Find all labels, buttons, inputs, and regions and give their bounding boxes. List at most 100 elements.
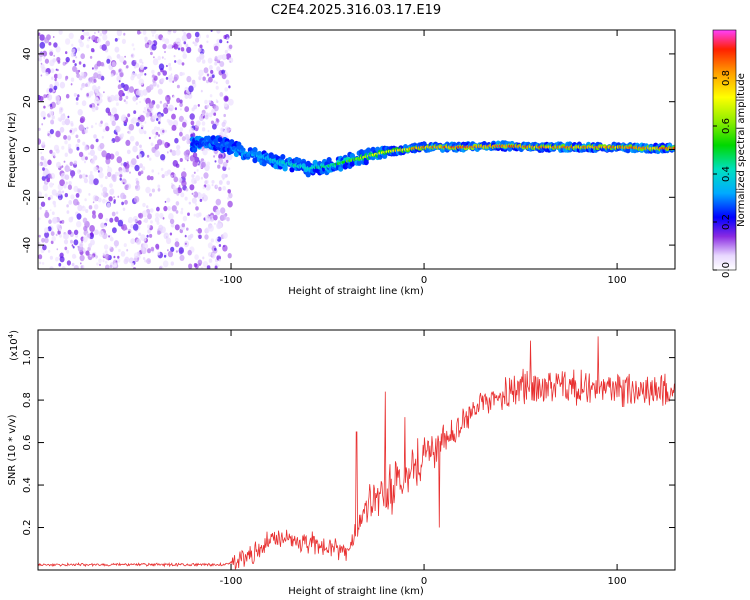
noise-blob	[69, 129, 73, 133]
noise-blob	[227, 189, 231, 194]
noise-blob	[195, 175, 201, 182]
noise-blob	[44, 58, 50, 64]
noise-blob	[44, 231, 50, 238]
noise-blob	[98, 258, 102, 264]
noise-blob	[138, 127, 145, 135]
noise-blob	[42, 244, 47, 251]
noise-blob	[186, 46, 192, 54]
noise-blob	[92, 39, 95, 43]
noise-blob	[67, 184, 72, 190]
noise-blob	[49, 209, 52, 212]
noise-blob	[197, 259, 203, 266]
noise-blob	[179, 131, 183, 137]
noise-blob	[55, 256, 59, 262]
snr-x-ticks: -100 0 100	[220, 330, 627, 587]
noise-blob	[98, 230, 104, 237]
noise-blob	[125, 101, 128, 105]
noise-blob	[92, 213, 97, 219]
noise-blob	[105, 254, 108, 258]
noise-blob	[144, 73, 147, 76]
noise-blob	[173, 173, 177, 177]
noise-blob	[80, 35, 85, 40]
noise-blob	[100, 222, 105, 229]
noise-blob	[170, 174, 173, 178]
noise-blob	[125, 139, 131, 146]
colorbar-tick-label: 0.6	[721, 118, 732, 134]
ridge-halo	[625, 147, 631, 154]
noise-blob	[164, 58, 166, 60]
noise-blob	[129, 135, 135, 142]
noise-blob	[187, 93, 193, 99]
noise-blob	[221, 214, 227, 221]
noise-blob	[38, 57, 42, 62]
noise-blob	[162, 260, 169, 268]
noise-blob	[121, 201, 124, 206]
noise-blob	[38, 191, 42, 198]
ridge-halo	[326, 157, 332, 163]
noise-blob	[123, 32, 126, 36]
noise-blob	[119, 174, 123, 178]
noise-blob	[114, 94, 120, 102]
noise-blob	[75, 97, 79, 101]
noise-blob	[81, 83, 85, 89]
noise-blob	[78, 124, 85, 131]
noise-blob	[223, 102, 228, 108]
noise-blob	[218, 180, 223, 185]
noise-blob	[67, 115, 70, 119]
noise-blob	[68, 216, 74, 223]
noise-blob	[115, 211, 119, 215]
noise-blob	[83, 225, 88, 232]
noise-blob	[206, 34, 210, 39]
noise-blob	[187, 234, 192, 241]
noise-blob	[44, 227, 49, 234]
noise-blob	[44, 237, 49, 244]
y-tick-label: 0.6	[22, 435, 33, 451]
noise-blob	[55, 233, 58, 237]
noise-blob	[145, 66, 148, 69]
noise-blob	[131, 43, 135, 47]
noise-blob	[96, 37, 101, 43]
noise-blob	[102, 198, 106, 204]
noise-blob	[151, 169, 154, 173]
noise-blob	[47, 226, 52, 232]
noise-blob	[173, 76, 178, 82]
noise-blob	[221, 54, 227, 61]
noise-blob	[156, 118, 159, 121]
noise-blob	[154, 216, 160, 223]
noise-blob	[195, 37, 200, 43]
noise-blob	[157, 71, 161, 76]
noise-blob	[82, 63, 86, 68]
noise-blob	[187, 212, 190, 216]
noise-blob	[124, 55, 126, 58]
noise-blob	[198, 77, 201, 81]
noise-blob	[48, 87, 53, 93]
noise-blob	[97, 73, 102, 80]
x-tick-label: 0	[421, 275, 427, 286]
y-tick-label: 0.4	[22, 477, 33, 493]
noise-blob	[129, 260, 132, 263]
noise-blob	[175, 237, 179, 243]
colorbar-tick-label: 0.8	[721, 70, 732, 86]
noise-blob	[52, 217, 58, 223]
ridge-halo	[252, 147, 258, 153]
noise-blob	[171, 150, 177, 156]
noise-blob	[115, 260, 118, 263]
noise-blob	[161, 174, 165, 179]
noise-blob	[181, 223, 185, 228]
noise-blob	[166, 64, 168, 68]
noise-blob	[95, 138, 99, 143]
noise-blob	[163, 254, 167, 258]
noise-blob	[218, 244, 222, 247]
noise-blob	[40, 110, 46, 118]
noise-blob	[229, 128, 232, 131]
noise-blob	[96, 60, 102, 67]
noise-blob	[130, 238, 136, 245]
noise-blob	[200, 266, 204, 269]
noise-blob	[161, 56, 164, 59]
noise-blob	[175, 149, 181, 156]
noise-blob	[184, 154, 190, 161]
noise-blob	[173, 43, 179, 50]
noise-blob	[97, 170, 100, 173]
noise-blob	[172, 30, 177, 34]
noise-blob	[208, 112, 213, 118]
